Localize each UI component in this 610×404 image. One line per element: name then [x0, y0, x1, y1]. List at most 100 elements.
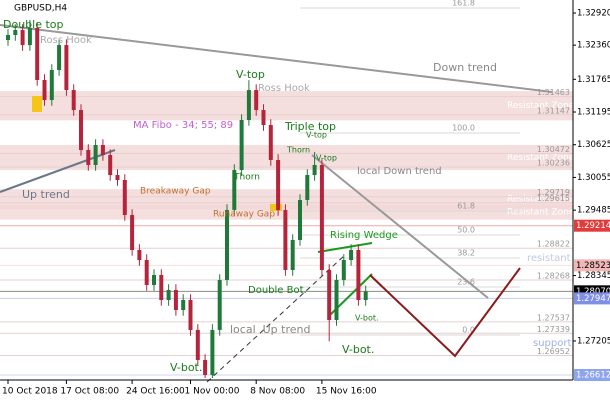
level-label: 1.27537 [537, 313, 570, 322]
candle-body [64, 45, 69, 91]
annotation: Thorn [286, 146, 310, 155]
candle-body [79, 110, 83, 151]
candle-body [71, 90, 76, 111]
candle-body [298, 199, 302, 240]
candle-body [57, 45, 62, 71]
annotation: local Down trend [357, 166, 442, 177]
candle-body [349, 249, 354, 261]
level-label: 1.28268 [537, 271, 570, 280]
candle-body [181, 300, 186, 310]
candle-body [166, 289, 171, 301]
annotation: Ross Hook [258, 83, 310, 94]
candle-body [93, 145, 98, 165]
level-label: 1.30472 [537, 145, 570, 154]
annotation: V-bot. [170, 361, 202, 374]
resistant-zone [0, 189, 573, 210]
candle-body [122, 180, 127, 216]
candle-body [115, 175, 120, 181]
price-marker-label: 1.27947 [576, 294, 610, 304]
zone-label: Resistant Zone [507, 208, 575, 218]
local-down-trend-line [311, 154, 489, 299]
zone-label: Resistant Zone [507, 101, 575, 111]
y-tick-label: 1.31765 [577, 75, 610, 85]
candle-body [35, 28, 40, 80]
candle-body [290, 239, 295, 270]
x-tick-label: 24 Oct 16:00 [126, 387, 185, 397]
fibo-label: 50.0 [457, 225, 475, 234]
price-marker [574, 292, 610, 305]
price-marker [574, 259, 610, 272]
candle-body [20, 30, 25, 46]
candle-body [173, 289, 178, 310]
level-label: 1.26952 [537, 347, 570, 356]
candle-body [86, 150, 91, 165]
price-marker-label: 1.29214 [576, 221, 610, 231]
candle-body [305, 175, 310, 200]
y-tick-label: 1.32920 [577, 9, 610, 19]
annotation: Up trend [22, 188, 70, 201]
annotation: Double top [3, 18, 64, 31]
candle-body [195, 329, 200, 360]
level-label: 1.28822 [537, 240, 570, 249]
annotation: MA Fibo - 34; 55; 89 [133, 120, 233, 131]
price-marker [574, 369, 610, 382]
candle-body [42, 79, 47, 101]
candle-body [246, 90, 251, 120]
candle-body [13, 30, 18, 36]
x-tick-label: 8 Nov 08:00 [250, 387, 305, 397]
y-tick-label: 1.30055 [577, 173, 610, 183]
price-marker-label: 1.28070 [576, 287, 610, 297]
level-label: 1.29615 [537, 194, 570, 203]
gap-marker [270, 204, 282, 211]
candle-body [312, 164, 317, 176]
y-tick-label: 1.27205 [577, 336, 610, 346]
candle-body [261, 110, 266, 125]
annotation: Ross Hook [40, 35, 92, 46]
annotation: local Up trend [230, 323, 310, 336]
annotation: V-top [236, 68, 265, 81]
symbol: GBPUSD,H4 [14, 4, 67, 14]
level-label: 1.31147 [537, 106, 570, 115]
candle-body [268, 124, 273, 160]
fibo-label: 61.8 [457, 202, 475, 211]
fibo-label: 161.8 [452, 0, 475, 8]
candle-body [254, 90, 259, 111]
fibo-label: 100.0 [452, 124, 475, 133]
level-label: 1.27339 [537, 325, 570, 334]
level-label: 1.29719 [537, 188, 570, 197]
annotation: Thorn [233, 173, 260, 183]
annotation: V-top [316, 154, 337, 163]
forecast-path [369, 267, 521, 358]
fibo-label: 38.2 [457, 249, 475, 258]
annotation: Down trend [433, 61, 497, 74]
candle-body [276, 159, 281, 210]
y-tick-label: 1.28345 [577, 271, 610, 281]
annotation: Double Bot. [248, 285, 307, 296]
candle-body [283, 209, 288, 270]
candle-body [363, 291, 368, 301]
candle-body [144, 260, 149, 285]
candle-body [130, 215, 135, 250]
x-tick-label: 10 Oct 2018 [2, 387, 58, 397]
level-label: 1.30236 [537, 159, 570, 168]
annotation: Runaway Gap [213, 210, 275, 220]
down-trend-line [0, 24, 553, 93]
zone-label: Resistant Zone [507, 195, 575, 205]
price-marker [574, 219, 610, 232]
candle-body [49, 70, 54, 101]
y-tick-label: 1.30625 [577, 140, 610, 150]
annotation: V-top [306, 131, 327, 140]
fibo-label: 23.6 [457, 277, 475, 286]
y-tick-label: 1.29485 [577, 206, 610, 216]
candle-body [356, 249, 361, 301]
annotation: Rising Wedge [330, 230, 398, 241]
candle-body [334, 279, 339, 320]
x-tick-label: 1 Nov 00:00 [185, 387, 240, 397]
candle-body [225, 209, 229, 280]
candle-body [100, 145, 105, 155]
gap-marker [32, 96, 42, 112]
annotation: V-bot. [355, 314, 379, 323]
annotation: Breakaway Gap [140, 187, 211, 197]
